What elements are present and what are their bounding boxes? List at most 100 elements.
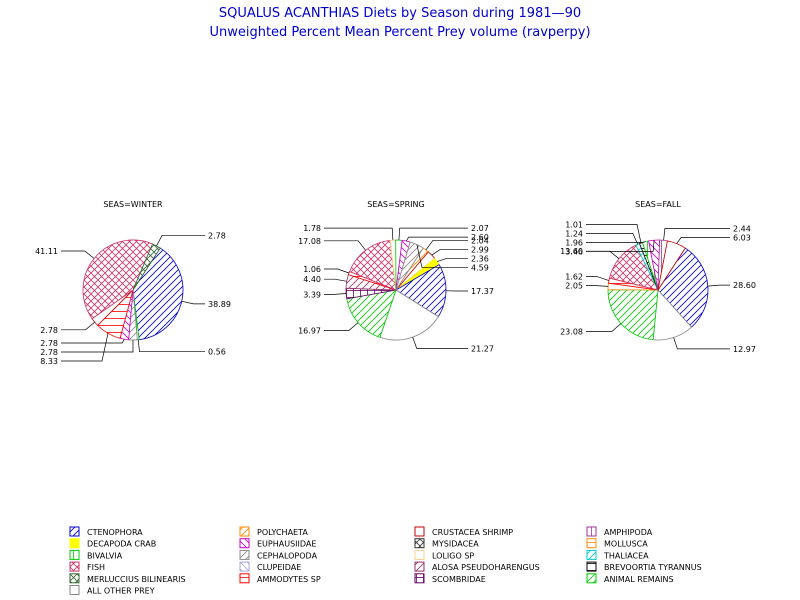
leader-line: [324, 293, 347, 295]
slice-value-label: 1.78: [303, 224, 321, 233]
chart-title: SQUALUS ACANTHIAS Diets by Season during…: [219, 6, 581, 21]
slice-animal-remains: [607, 289, 659, 341]
legend-label: ANIMAL REMAINS: [604, 575, 674, 584]
legend-swatch: [586, 526, 597, 537]
slice-value-label: 2.60: [471, 233, 489, 242]
legend-item-fish: FISH: [69, 561, 105, 572]
legend-item-euphausiidae: EUPHAUSIIDAE: [239, 538, 316, 549]
leader-line: [586, 250, 620, 259]
legend-swatch: [414, 549, 425, 560]
legend-item-cephalopoda: CEPHALOPODA: [239, 549, 318, 560]
legend-label: CRUSTACEA SHRIMP: [432, 528, 513, 537]
slice-value-label: 17.08: [298, 237, 321, 246]
slice-value-label: 17.37: [471, 287, 494, 296]
legend-label: LOLIGO SP: [432, 551, 474, 560]
slice-value-label: 2.78: [208, 231, 226, 240]
slice-value-label: 2.07: [471, 224, 489, 233]
legend-label: FISH: [87, 563, 105, 572]
legend-item-animal-remains: ANIMAL REMAINS: [586, 573, 674, 584]
leader-line: [586, 323, 622, 332]
leader-line: [436, 257, 468, 262]
legend-label: BREVOORTIA TYRANNUS: [604, 563, 702, 572]
legend-swatch: [586, 538, 597, 549]
leader-line: [431, 248, 468, 256]
legend-swatch: [239, 573, 250, 584]
legend-swatch: [69, 538, 80, 549]
legend-label: THALIACEA: [603, 551, 649, 560]
leader-line: [61, 333, 109, 362]
slice-value-label: 2.04: [471, 236, 489, 245]
legend-label: CLUPEIDAE: [257, 563, 301, 572]
leader-line: [586, 241, 646, 243]
slice-value-label: 2.78: [40, 348, 58, 357]
slice-value-label: 0.56: [208, 348, 226, 357]
legend-item-mollusca: MOLLUSCA: [586, 538, 648, 549]
leader-line: [61, 339, 125, 344]
pie-seas-fall: SEAS=FALL 28.60 12.97 23.08 2.051.62 13.60 1.2…: [560, 200, 756, 354]
legend-swatch: [239, 549, 250, 560]
slice-value-label: 1.01: [565, 220, 583, 229]
legend-item-clupeidae: CLUPEIDAE: [239, 561, 301, 572]
leader-line: [137, 339, 205, 353]
legend-swatch: [586, 561, 597, 572]
leader-line: [586, 285, 609, 287]
slice-value-label: 1.96: [565, 238, 583, 247]
leader-line: [707, 284, 730, 287]
leader-line: [324, 322, 359, 331]
slice-value-label: 13.60: [560, 247, 583, 256]
legend-label: MERLUCCIUS BILINEARIS: [87, 575, 186, 584]
leader-line: [425, 239, 468, 251]
legend-label: SCOMBRIDAE: [432, 575, 486, 584]
legend-swatch: [414, 561, 425, 572]
legend-item-loligo-sp: LOLIGO SP: [414, 549, 474, 560]
pie-title: SEAS=SPRING: [367, 200, 424, 209]
pies-layer: SEAS=WINTER38.890.562.782.788.332.7841.1…: [35, 200, 756, 366]
legend-swatch: [69, 585, 80, 595]
legend-swatch: [69, 573, 80, 584]
slice-value-label: 12.97: [733, 345, 756, 354]
legend-swatch: [414, 538, 425, 549]
legend-item-brevoortia-tyrannus: BREVOORTIA TYRANNUS: [586, 561, 702, 572]
legend-label: MOLLUSCA: [604, 540, 648, 549]
legend-swatch: [586, 549, 597, 560]
legend-item-decapoda-crab: DECAPODA CRAB: [69, 538, 156, 549]
slice-value-label: 3.46: [565, 247, 583, 256]
leader-line: [324, 240, 366, 251]
slice-value-label: 16.97: [298, 326, 321, 335]
legend-swatch: [69, 549, 80, 560]
legend-label: MYSIDACEA: [432, 540, 479, 549]
leader-line: [324, 227, 394, 241]
legend-label: CEPHALOPODA: [257, 551, 318, 560]
leader-line: [61, 250, 95, 259]
legend-item-ctenophora: CTENOPHORA: [69, 526, 143, 537]
slice-value-label: 23.08: [560, 328, 583, 337]
leader-line: [156, 234, 205, 247]
leader-line: [586, 240, 655, 252]
legend: CTENOPHORA DECAPODA CRAB BIVALVIA FISH MERLU…: [69, 526, 702, 596]
legend-item-polychaeta: POLYCHAETA: [239, 526, 308, 537]
leader-line: [398, 227, 468, 241]
pie-title: SEAS=WINTER: [103, 200, 163, 209]
legend-swatch: [69, 526, 80, 537]
slice-value-label: 38.89: [208, 300, 231, 309]
legend-item-merluccius-bilinearis: MERLUCCIUS BILINEARIS: [69, 573, 186, 584]
legend-label: AMPHIPODA: [604, 528, 653, 537]
legend-item-amphipoda: AMPHIPODA: [586, 526, 653, 537]
slice-value-label: 2.78: [40, 339, 58, 348]
slice-value-label: 2.78: [40, 326, 58, 335]
legend-item-mysidacea: MYSIDACEA: [414, 538, 479, 549]
legend-item-thaliacea: THALIACEA: [586, 549, 649, 560]
leader-line: [586, 224, 642, 244]
slice-value-label: 4.40: [303, 275, 321, 284]
leader-line: [586, 233, 639, 245]
leader-line: [586, 276, 610, 281]
legend-label: POLYCHAETA: [257, 528, 308, 537]
leader-line: [324, 268, 350, 274]
slice-value-label: 2.99: [471, 245, 489, 254]
legend-label: ALOSA PSEUDOHARENGUS: [432, 563, 540, 572]
slice-value-label: 2.44: [733, 224, 751, 233]
legend-label: DECAPODA CRAB: [87, 540, 156, 549]
legend-swatch: [239, 526, 250, 537]
legend-label: EUPHAUSIIDAE: [257, 540, 316, 549]
